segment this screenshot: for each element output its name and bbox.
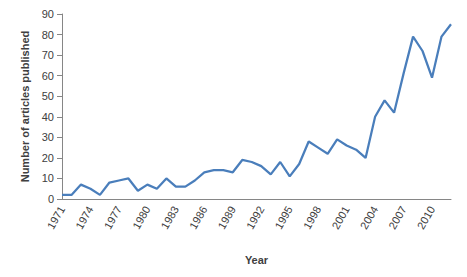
svg-text:2010: 2010 <box>415 204 438 231</box>
svg-text:1992: 1992 <box>244 204 267 231</box>
svg-text:1977: 1977 <box>102 204 125 231</box>
svg-text:1989: 1989 <box>215 204 238 231</box>
svg-text:Number of articles published: Number of articles published <box>19 31 31 183</box>
svg-text:1998: 1998 <box>301 204 324 231</box>
svg-text:40: 40 <box>42 111 54 123</box>
svg-text:90: 90 <box>42 8 54 20</box>
svg-text:50: 50 <box>42 90 54 102</box>
svg-text:1986: 1986 <box>187 204 210 231</box>
svg-text:60: 60 <box>42 70 54 82</box>
svg-text:0: 0 <box>48 193 54 205</box>
svg-text:2004: 2004 <box>358 204 381 231</box>
svg-text:10: 10 <box>42 172 54 184</box>
svg-text:70: 70 <box>42 49 54 61</box>
svg-text:2007: 2007 <box>386 204 409 231</box>
svg-text:1971: 1971 <box>45 204 68 231</box>
svg-text:80: 80 <box>42 29 54 41</box>
svg-text:20: 20 <box>42 152 54 164</box>
svg-text:1980: 1980 <box>130 204 153 231</box>
svg-text:Year: Year <box>245 254 269 266</box>
svg-text:1995: 1995 <box>272 204 295 231</box>
svg-text:1974: 1974 <box>73 204 96 231</box>
svg-text:2001: 2001 <box>329 204 352 231</box>
svg-text:1983: 1983 <box>158 204 181 231</box>
svg-text:30: 30 <box>42 131 54 143</box>
